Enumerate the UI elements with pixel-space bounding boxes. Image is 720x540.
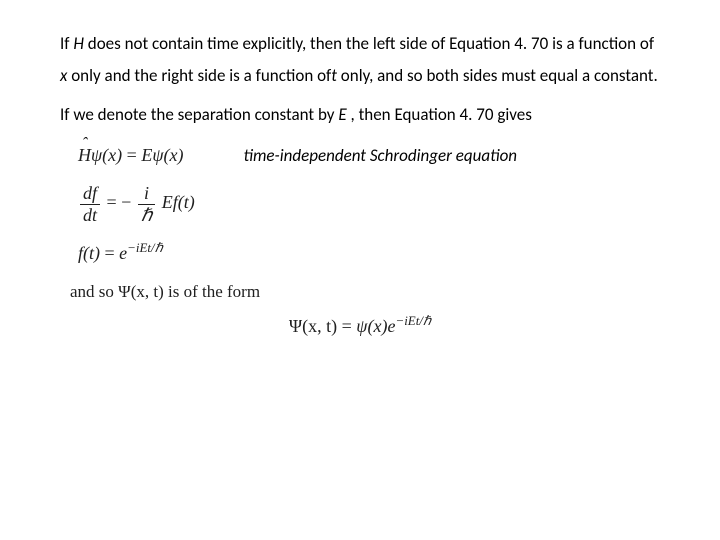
- frac-i-num: i: [138, 184, 155, 205]
- para1-text-c: only and the right side is a function of: [67, 65, 331, 86]
- equation-final: Ψ(x, t) = ψ(x)e−iEt/ℏ: [289, 316, 431, 336]
- eq-equals-4: =: [337, 316, 356, 336]
- para2-text-b: , then Equation 4. 70 gives: [347, 104, 532, 125]
- para1-text-b: does not contain time explicitly, then t…: [84, 33, 654, 54]
- frac-dfdt-num: df: [80, 184, 100, 205]
- frac-dfdt: df dt: [80, 184, 100, 225]
- eq-exp-2: −iEt/ℏ: [395, 313, 431, 328]
- eq-psi-x-2: ψ(x): [152, 145, 183, 165]
- para2-text-a: If we denote the separation constant by: [60, 104, 338, 125]
- eq-psi-x-1: ψ(x): [91, 145, 122, 165]
- eq-Psi-xt: Ψ(x, t): [289, 316, 337, 336]
- frac-dfdt-den: dt: [80, 205, 100, 225]
- para2-var-E: E: [338, 104, 346, 125]
- eq-exp-1: −iEt/ℏ: [127, 240, 163, 255]
- eq-ft: f(t) = e−iEt/ℏ: [78, 243, 163, 263]
- para1-text-d: only, and so both sides must equal a con…: [337, 65, 658, 86]
- equation-tise: Hψ(x) = Eψ(x): [78, 145, 184, 166]
- equation-tise-row: Hψ(x) = Eψ(x) time-independent Schroding…: [78, 145, 660, 166]
- page: If H does not contain time explicitly, t…: [0, 0, 720, 337]
- frac-hbar-den: ℏ: [138, 205, 155, 225]
- eq-Ef: Ef(t): [162, 192, 195, 212]
- eq-E-1: E: [141, 145, 152, 165]
- frac-ihbar: i ℏ: [138, 184, 155, 225]
- eq-equals-2: =: [107, 192, 122, 212]
- para1-text-a: If: [60, 33, 73, 54]
- eq-H-hat: H: [78, 145, 91, 166]
- eq-equals-1: =: [122, 145, 141, 165]
- paragraph-1: If H does not contain time explicitly, t…: [60, 28, 660, 93]
- equation-ft: f(t) = e−iEt/ℏ: [78, 243, 660, 264]
- eq-equals-3: =: [100, 243, 119, 263]
- para1-var-H: H: [73, 33, 84, 54]
- and-so-line: and so Ψ(x, t) is of the form: [70, 282, 660, 302]
- eq-e-1: e: [119, 243, 127, 263]
- paragraph-2: If we denote the separation constant by …: [60, 99, 660, 131]
- eq-psi-x-3: ψ(x): [356, 316, 387, 336]
- equation-final-wrap: Ψ(x, t) = ψ(x)e−iEt/ℏ: [60, 316, 660, 337]
- tise-caption: time-independent Schrodinger equation: [244, 145, 518, 166]
- equation-dfdt: df dt = − i ℏ Ef(t): [78, 184, 660, 225]
- eq-dfdt: df dt = − i ℏ Ef(t): [78, 192, 195, 212]
- eq-minus: −: [121, 192, 131, 212]
- eq-f-t: f(t): [78, 243, 100, 263]
